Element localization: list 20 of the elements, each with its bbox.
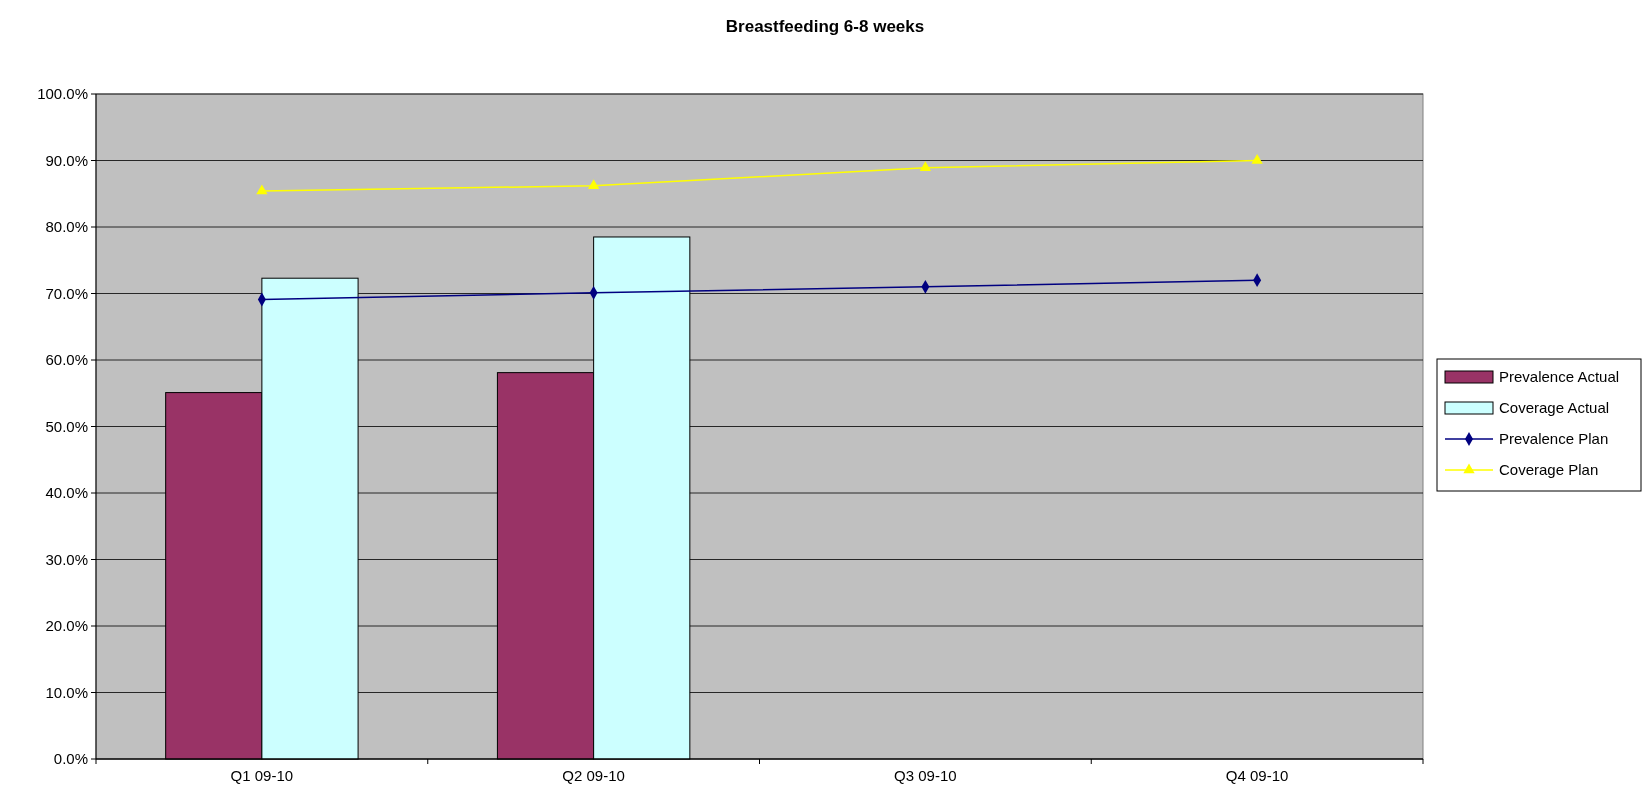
y-tick-label: 50.0% — [45, 417, 88, 435]
y-tick-label: 100.0% — [37, 85, 88, 102]
y-tick-label: 70.0% — [45, 284, 88, 302]
y-tick-label: 40.0% — [45, 484, 88, 501]
x-tick-label: Q2 09-10 — [562, 767, 625, 784]
y-tick-label: 30.0% — [45, 550, 88, 568]
y-tick-label: 60.0% — [45, 351, 88, 368]
legend-label: Coverage Plan — [1499, 461, 1599, 478]
y-tick-label: 20.0% — [45, 617, 88, 634]
chart-title: Breastfeeding 6-8 weeks — [725, 17, 925, 36]
y-tick-label: 90.0% — [45, 151, 88, 169]
y-tick-label: 80.0% — [45, 218, 88, 235]
legend-label: Coverage Actual — [1499, 399, 1610, 416]
legend-label: Prevalence Plan — [1499, 430, 1609, 447]
legend-label: Prevalence Actual — [1499, 368, 1620, 385]
y-tick-label: 0.0% — [53, 750, 88, 767]
y-tick-label: 10.0% — [45, 683, 88, 701]
x-tick-label: Q3 09-10 — [894, 767, 957, 784]
x-tick-label: Q4 09-10 — [1225, 767, 1289, 784]
x-tick-label: Q1 09-10 — [230, 767, 294, 784]
